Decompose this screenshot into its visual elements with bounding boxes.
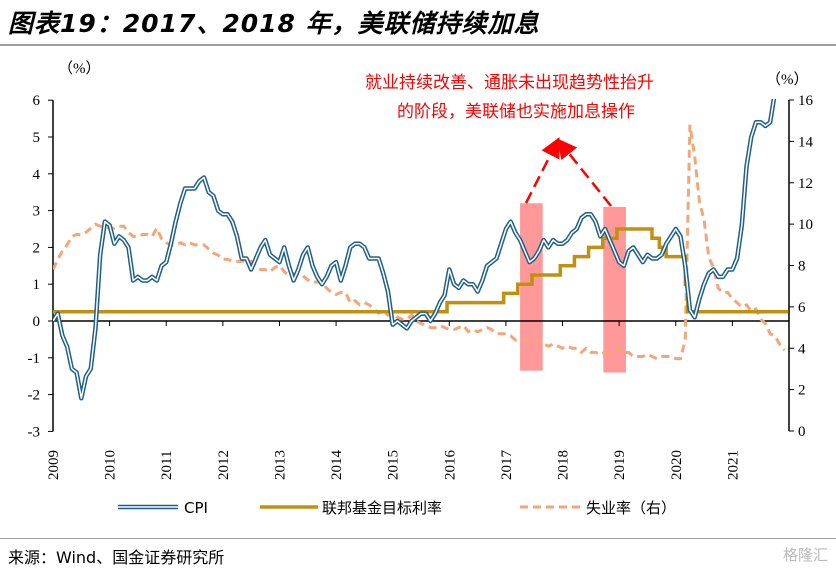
right-tick-label: 6 bbox=[798, 300, 806, 316]
x-tick-label: 2018 bbox=[556, 450, 572, 480]
x-tick-label: 2013 bbox=[272, 450, 288, 480]
right-tick-label: 0 bbox=[798, 424, 806, 440]
x-tick-label: 2017 bbox=[499, 450, 515, 481]
legend-ffr-label: 联邦基金目标利率 bbox=[322, 499, 442, 517]
fed-funds-rate-line bbox=[53, 227, 789, 314]
left-tick-label: 3 bbox=[33, 204, 41, 220]
left-tick-label: -3 bbox=[28, 424, 41, 440]
left-tick-label: -2 bbox=[28, 388, 41, 404]
annotation-line-2: 的阶段，美联储也实施加息操作 bbox=[397, 102, 635, 122]
left-tick-label: 0 bbox=[33, 314, 41, 330]
right-tick-label: 12 bbox=[798, 176, 813, 192]
x-tick-label: 2011 bbox=[159, 451, 175, 480]
highlight-band-1 bbox=[520, 203, 543, 371]
left-tick-label: 4 bbox=[33, 167, 41, 183]
arrow-left bbox=[524, 137, 560, 204]
right-tick-label: 2 bbox=[798, 383, 806, 399]
highlight-band-2 bbox=[603, 206, 626, 373]
x-tick-label: 2016 bbox=[442, 450, 458, 481]
cpi-line-inner bbox=[53, 99, 775, 400]
right-unit-label: （%） bbox=[766, 71, 809, 88]
arrow-right bbox=[556, 138, 612, 207]
unemployment-line bbox=[53, 124, 786, 361]
right-tick-label: 10 bbox=[798, 217, 813, 233]
annotation-line-1: 就业持续改善、通胀未出现趋势性抬升 bbox=[365, 73, 654, 93]
right-tick-label: 8 bbox=[798, 259, 806, 275]
footer-divider bbox=[0, 538, 836, 539]
x-tick-label: 2010 bbox=[103, 450, 119, 480]
x-tick-label: 2020 bbox=[669, 450, 685, 480]
x-tick-label: 2019 bbox=[612, 450, 628, 480]
left-tick-label: -1 bbox=[28, 351, 41, 367]
x-tick-label: 2012 bbox=[216, 450, 232, 480]
x-tick-label: 2021 bbox=[725, 450, 741, 480]
legend-unemployment-label: 失业率（右） bbox=[586, 499, 676, 517]
left-tick-label: 2 bbox=[33, 240, 41, 256]
legend-cpi-label: CPI bbox=[184, 499, 208, 517]
left-unit-label: （%） bbox=[58, 60, 101, 77]
left-tick-label: 1 bbox=[33, 277, 41, 293]
figure-title: 图表19：2017、2018 年，美联储持续加息 bbox=[8, 9, 540, 38]
right-tick-label: 14 bbox=[798, 134, 814, 150]
right-tick-label: 16 bbox=[798, 93, 814, 109]
right-tick-label: 4 bbox=[798, 341, 806, 357]
x-tick-label: 2014 bbox=[329, 450, 345, 481]
source-note: 来源：Wind、国金证券研究所 bbox=[8, 548, 225, 567]
watermark: 格隆汇 bbox=[782, 546, 828, 564]
x-tick-label: 2015 bbox=[386, 450, 402, 480]
left-tick-label: 6 bbox=[33, 93, 41, 109]
x-tick-label: 2009 bbox=[46, 450, 62, 480]
left-tick-label: 5 bbox=[33, 130, 41, 146]
title-divider bbox=[0, 44, 836, 46]
